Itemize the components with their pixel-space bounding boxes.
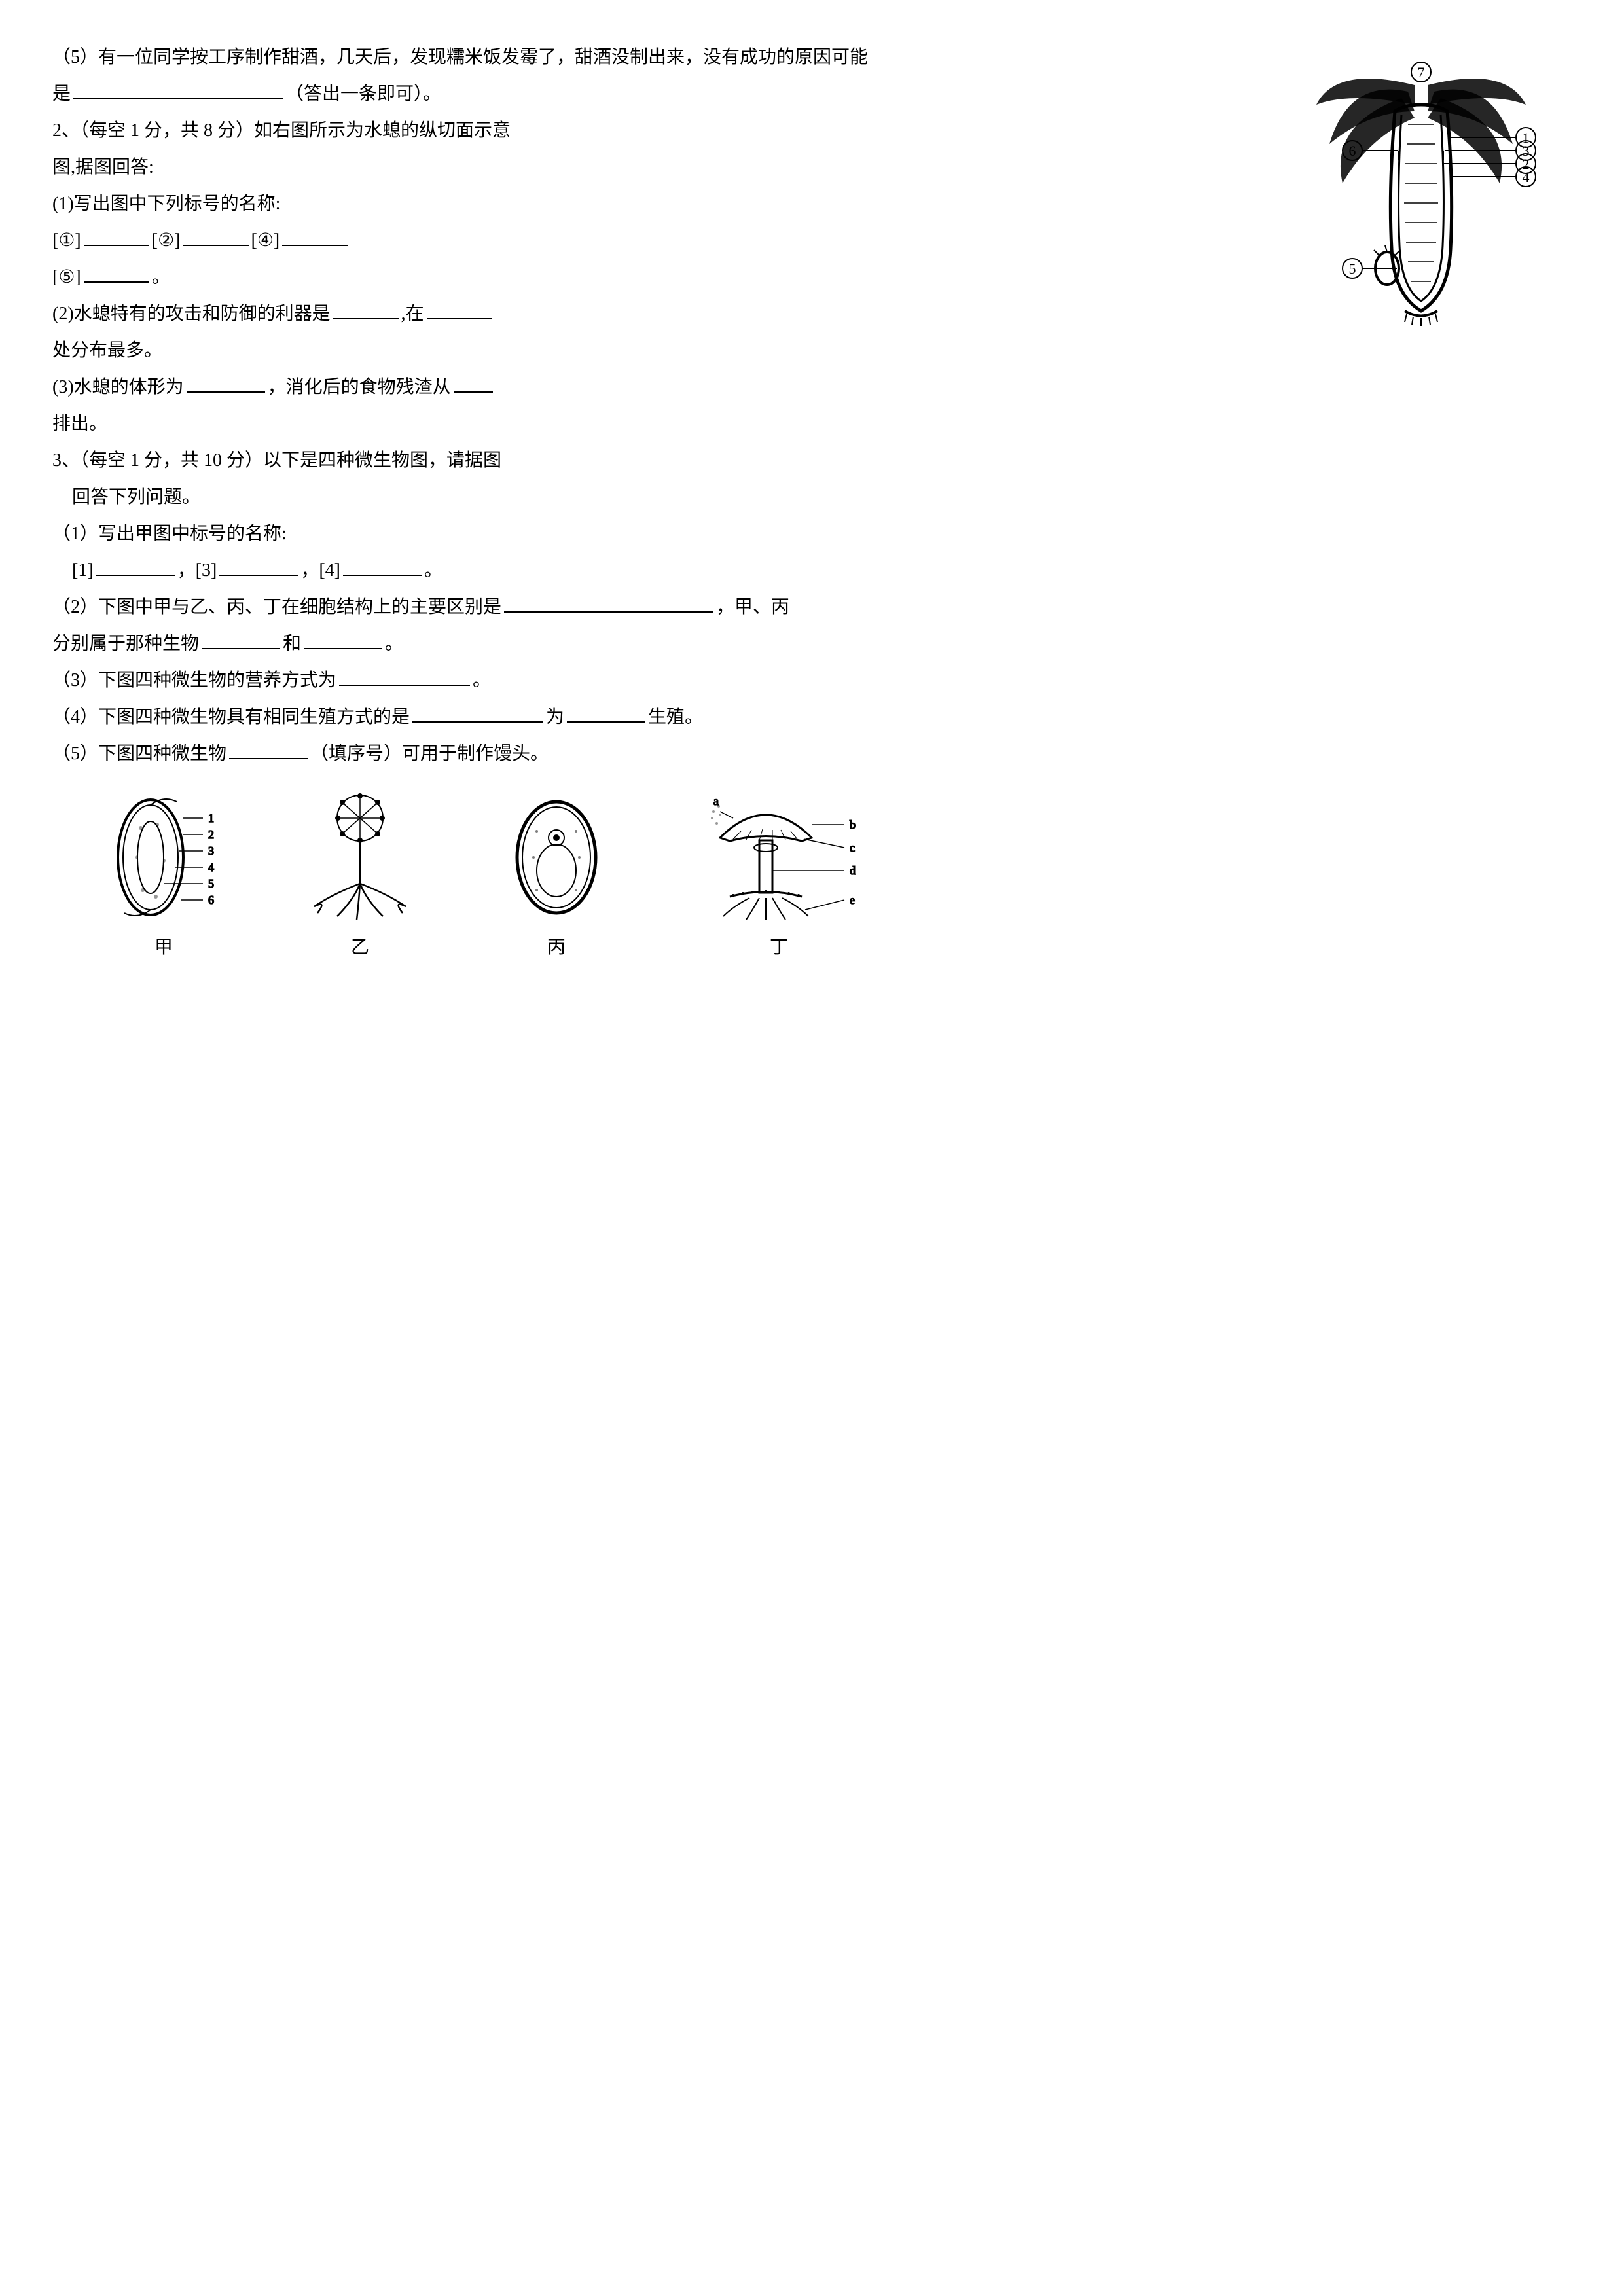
blank-fill[interactable] [504, 592, 713, 613]
q2-p3-line2: 排出。 [52, 406, 994, 442]
q3-p4-pre: （4）下图四种微生物具有相同生殖方式的是 [52, 707, 410, 727]
page-content: 7 1 3 2 4 5 6 （5）有一位同学按工序制作甜酒，几天后，发现糯米饭发… [52, 39, 1572, 966]
q3-p4: （4）下图四种微生物具有相同生殖方式的是 为 生殖。 [52, 699, 1572, 736]
hydra-label-5: 5 [1349, 260, 1356, 277]
svg-text:d: d [850, 864, 856, 877]
blank-fill[interactable] [84, 225, 149, 246]
period: 。 [424, 560, 442, 581]
svg-text:5: 5 [208, 877, 214, 890]
q2-header-1: 2、（每空 1 分，共 8 分）如右图所示为水螅的纵切面示意 [52, 113, 994, 149]
q2-p2-line1: (2)水螅特有的攻击和防御的利器是 ,在 [52, 296, 994, 332]
mold-diagram [301, 792, 419, 923]
svg-text:e: e [850, 893, 855, 906]
blank-fill[interactable] [183, 225, 249, 246]
label-t3: ，[3] [177, 560, 217, 581]
q2-header-2: 图,据图回答: [52, 149, 994, 186]
label-5: [⑤] [52, 267, 81, 287]
period: 。 [473, 670, 491, 691]
blank-fill[interactable] [187, 372, 265, 393]
label-t1: [1] [72, 560, 94, 581]
svg-text:c: c [850, 841, 855, 854]
blank-fill[interactable] [454, 372, 493, 393]
hydra-label-4: 4 [1523, 169, 1530, 185]
mushroom-diagram: a b c d e [694, 792, 864, 923]
blank-fill[interactable] [427, 298, 492, 319]
q2-p3-pre: (3)水螅的体形为 [52, 377, 184, 397]
q3-p2-pre: （2）下图中甲与乙、丙、丁在细胞结构上的主要区别是 [52, 597, 501, 617]
label-4: [④] [251, 230, 280, 251]
q3-p5: （5）下图四种微生物 （填序号）可用于制作馒头。 [52, 736, 1572, 772]
q2-labels-line2: [⑤] 。 [52, 259, 994, 296]
q3-p1: （1）写出甲图中标号的名称: [52, 516, 1572, 552]
blank-fill[interactable] [343, 555, 422, 576]
blank-fill[interactable] [339, 665, 470, 686]
q3-p2-line2-pre: 分别属于那种生物 [52, 634, 199, 654]
q1-item5-suffix: （答出一条即可）。 [285, 84, 441, 104]
q2-p2-pre: (2)水螅特有的攻击和防御的利器是 [52, 304, 331, 324]
microbe-label-yi: 乙 [351, 929, 369, 966]
microbe-jia: 1 2 3 4 5 6 甲 [105, 792, 223, 966]
svg-text:3: 3 [208, 844, 214, 857]
blank-fill[interactable] [84, 262, 149, 283]
blank-fill[interactable] [202, 628, 280, 649]
q3-p5-end: （填序号）可用于制作馒头。 [310, 744, 549, 764]
hydra-figure: 7 1 3 2 4 5 6 [1297, 52, 1545, 340]
label-1: [①] [52, 230, 81, 251]
microbe-label-jia: 甲 [154, 929, 173, 966]
microbe-ding: a b c d e 丁 [694, 792, 864, 966]
q2-p2-line2: 处分布最多。 [52, 332, 994, 369]
q3-p5-pre: （5）下图四种微生物 [52, 744, 226, 764]
svg-text:b: b [850, 818, 856, 831]
q3-p2-line2-mid: 和 [283, 634, 301, 654]
label-t4: ，[4] [300, 560, 340, 581]
q3-p4-mid: 为 [546, 707, 564, 727]
q2-p2-mid: ,在 [401, 304, 424, 324]
blank-fill[interactable] [333, 298, 399, 319]
q2-p3-line1: (3)水螅的体形为 ，消化后的食物残渣从 [52, 369, 994, 406]
blank-fill[interactable] [304, 628, 382, 649]
blank-fill[interactable] [96, 555, 175, 576]
period: 。 [385, 634, 403, 654]
label-2: [②] [152, 230, 181, 251]
q3-p4-end: 生殖。 [648, 707, 703, 727]
q3-p3: （3）下图四种微生物的营养方式为 。 [52, 662, 1572, 699]
blank-fill[interactable] [412, 702, 543, 723]
q3-header-2: 回答下列问题。 [52, 479, 994, 516]
microbe-bing: 丙 [497, 792, 615, 966]
q3-header-1: 3、（每空 1 分，共 10 分）以下是四种微生物图，请据图 [52, 442, 994, 479]
q1-item5-prefix: 是 [52, 84, 71, 104]
q3-p2-line2: 分别属于那种生物 和 。 [52, 626, 1572, 662]
blank-fill[interactable] [282, 225, 348, 246]
q2-p3-mid: ，消化后的食物残渣从 [268, 377, 451, 397]
q2-labels-line1: [①] [②] [④] [52, 223, 994, 259]
q3-p3-pre: （3）下图四种微生物的营养方式为 [52, 670, 336, 691]
blank-fill[interactable] [73, 79, 283, 99]
microbe-figures-row: 1 2 3 4 5 6 甲 [105, 792, 1572, 966]
svg-text:4: 4 [208, 861, 214, 874]
blank-fill[interactable] [567, 702, 645, 723]
period: 。 [152, 267, 170, 287]
bacteria-diagram: 1 2 3 4 5 6 [105, 792, 223, 923]
hydra-diagram: 7 1 3 2 4 5 6 [1297, 52, 1545, 340]
q3-p2-suffix: ，甲、丙 [716, 597, 789, 617]
svg-text:1: 1 [208, 812, 214, 825]
hydra-label-6: 6 [1349, 143, 1356, 159]
svg-text:a: a [713, 795, 719, 808]
q3-p1-labels: [1] ，[3] ，[4] 。 [52, 552, 1572, 589]
svg-text:2: 2 [208, 828, 214, 841]
hydra-label-7: 7 [1418, 64, 1425, 81]
microbe-label-ding: 丁 [770, 929, 788, 966]
yeast-diagram [497, 792, 615, 923]
blank-fill[interactable] [229, 738, 308, 759]
microbe-label-bing: 丙 [547, 929, 566, 966]
q3-p2-line1: （2）下图中甲与乙、丙、丁在细胞结构上的主要区别是 ，甲、丙 [52, 589, 1572, 626]
blank-fill[interactable] [219, 555, 298, 576]
svg-text:6: 6 [208, 893, 214, 906]
microbe-yi: 乙 [301, 792, 419, 966]
q2-p1: (1)写出图中下列标号的名称: [52, 186, 994, 223]
